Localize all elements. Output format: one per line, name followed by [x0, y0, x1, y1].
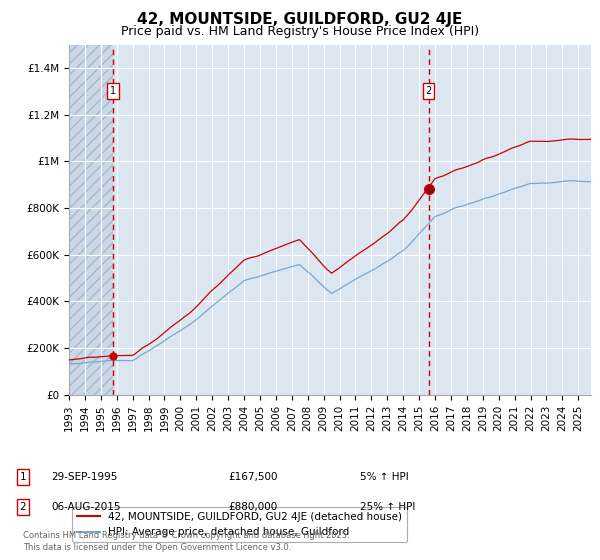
Text: 1: 1: [110, 86, 116, 96]
Text: 25% ↑ HPI: 25% ↑ HPI: [360, 502, 415, 512]
Text: Contains HM Land Registry data © Crown copyright and database right 2025.
This d: Contains HM Land Registry data © Crown c…: [23, 531, 349, 552]
Text: Price paid vs. HM Land Registry's House Price Index (HPI): Price paid vs. HM Land Registry's House …: [121, 25, 479, 38]
Text: £167,500: £167,500: [228, 472, 277, 482]
Text: 42, MOUNTSIDE, GUILDFORD, GU2 4JE: 42, MOUNTSIDE, GUILDFORD, GU2 4JE: [137, 12, 463, 27]
Text: 06-AUG-2015: 06-AUG-2015: [51, 502, 121, 512]
Text: £880,000: £880,000: [228, 502, 277, 512]
Text: 2: 2: [19, 502, 26, 512]
Text: 2: 2: [425, 86, 431, 96]
Text: 1: 1: [19, 472, 26, 482]
Text: 5% ↑ HPI: 5% ↑ HPI: [360, 472, 409, 482]
Bar: [69, 45, 113, 395]
Text: 29-SEP-1995: 29-SEP-1995: [51, 472, 118, 482]
Legend: 42, MOUNTSIDE, GUILDFORD, GU2 4JE (detached house), HPI: Average price, detached: 42, MOUNTSIDE, GUILDFORD, GU2 4JE (detac…: [71, 507, 407, 543]
